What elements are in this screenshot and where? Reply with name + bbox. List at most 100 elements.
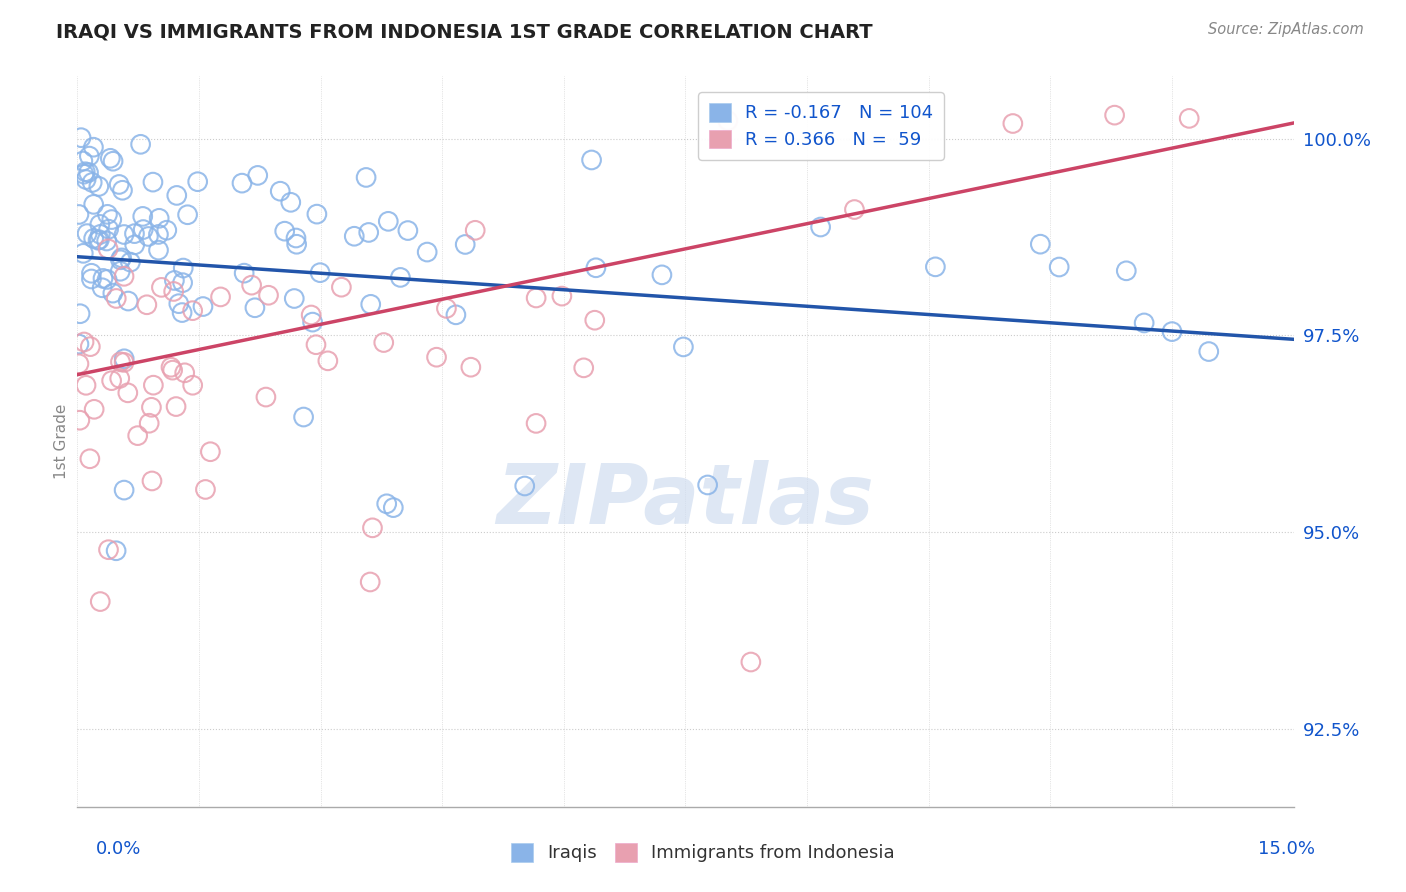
Point bbox=[80, 266, 103, 280]
Point bbox=[357, 226, 380, 240]
Point bbox=[283, 292, 305, 306]
Point bbox=[233, 266, 256, 280]
Point bbox=[696, 478, 718, 492]
Point bbox=[129, 137, 152, 152]
Point bbox=[142, 175, 165, 189]
Point bbox=[425, 350, 447, 364]
Point bbox=[382, 500, 405, 515]
Point bbox=[76, 227, 98, 241]
Point bbox=[148, 227, 170, 242]
Point bbox=[305, 207, 328, 221]
Point bbox=[67, 357, 90, 371]
Point bbox=[167, 296, 190, 310]
Point bbox=[124, 227, 146, 241]
Point bbox=[163, 285, 186, 299]
Point bbox=[524, 417, 547, 431]
Point bbox=[97, 542, 120, 557]
Point bbox=[1178, 112, 1201, 126]
Point bbox=[108, 371, 131, 385]
Point bbox=[97, 242, 120, 256]
Point bbox=[460, 360, 482, 375]
Point bbox=[187, 175, 209, 189]
Point bbox=[343, 229, 366, 244]
Point bbox=[110, 264, 132, 278]
Point bbox=[142, 378, 165, 392]
Point bbox=[1161, 325, 1184, 339]
Point bbox=[67, 207, 90, 221]
Point bbox=[176, 208, 198, 222]
Point bbox=[89, 594, 111, 608]
Point bbox=[79, 340, 101, 354]
Point bbox=[583, 313, 606, 327]
Point bbox=[285, 231, 308, 245]
Y-axis label: 1st Grade: 1st Grade bbox=[53, 404, 69, 479]
Point bbox=[1029, 237, 1052, 252]
Point bbox=[69, 307, 91, 321]
Point bbox=[148, 211, 170, 226]
Point bbox=[96, 207, 118, 221]
Point bbox=[585, 260, 607, 275]
Text: IRAQI VS IMMIGRANTS FROM INDONESIA 1ST GRADE CORRELATION CHART: IRAQI VS IMMIGRANTS FROM INDONESIA 1ST G… bbox=[56, 22, 873, 41]
Point bbox=[132, 222, 155, 236]
Point bbox=[361, 521, 384, 535]
Point bbox=[200, 444, 222, 458]
Point bbox=[377, 214, 399, 228]
Point bbox=[316, 354, 339, 368]
Point bbox=[551, 289, 574, 303]
Point bbox=[309, 266, 332, 280]
Point bbox=[269, 184, 291, 198]
Point bbox=[240, 278, 263, 293]
Text: 15.0%: 15.0% bbox=[1257, 840, 1315, 858]
Point bbox=[111, 183, 134, 197]
Point bbox=[73, 167, 96, 181]
Point bbox=[464, 223, 486, 237]
Point bbox=[79, 451, 101, 466]
Point bbox=[120, 255, 142, 269]
Point bbox=[1133, 316, 1156, 330]
Point bbox=[396, 223, 419, 237]
Point bbox=[1104, 108, 1126, 122]
Point bbox=[67, 337, 90, 351]
Legend: R = -0.167   N = 104, R = 0.366   N =  59: R = -0.167 N = 104, R = 0.366 N = 59 bbox=[697, 92, 943, 160]
Point bbox=[135, 298, 157, 312]
Point bbox=[416, 245, 439, 260]
Point bbox=[301, 315, 323, 329]
Text: Source: ZipAtlas.com: Source: ZipAtlas.com bbox=[1208, 22, 1364, 37]
Text: ZIPatlas: ZIPatlas bbox=[496, 459, 875, 541]
Point bbox=[672, 340, 695, 354]
Point bbox=[82, 176, 104, 190]
Point bbox=[98, 151, 121, 165]
Point bbox=[581, 153, 603, 167]
Point bbox=[150, 280, 173, 294]
Point bbox=[246, 169, 269, 183]
Point bbox=[111, 251, 134, 265]
Point bbox=[73, 334, 96, 349]
Point bbox=[1047, 260, 1070, 274]
Point bbox=[354, 170, 377, 185]
Text: 0.0%: 0.0% bbox=[96, 840, 141, 858]
Point bbox=[740, 655, 762, 669]
Point bbox=[243, 301, 266, 315]
Point bbox=[444, 308, 467, 322]
Point bbox=[75, 172, 97, 186]
Point bbox=[330, 280, 353, 294]
Point bbox=[156, 223, 179, 237]
Point bbox=[162, 363, 184, 377]
Point bbox=[572, 360, 595, 375]
Point bbox=[89, 233, 111, 247]
Point bbox=[273, 224, 295, 238]
Point bbox=[80, 272, 103, 286]
Point bbox=[83, 197, 105, 211]
Point bbox=[454, 237, 477, 252]
Point bbox=[375, 497, 398, 511]
Point bbox=[172, 305, 194, 319]
Point bbox=[172, 276, 194, 290]
Point bbox=[810, 220, 832, 235]
Point bbox=[181, 303, 204, 318]
Point bbox=[924, 260, 946, 274]
Point bbox=[105, 543, 128, 558]
Point bbox=[166, 188, 188, 202]
Point bbox=[108, 178, 131, 192]
Point bbox=[87, 233, 110, 247]
Point bbox=[87, 179, 110, 194]
